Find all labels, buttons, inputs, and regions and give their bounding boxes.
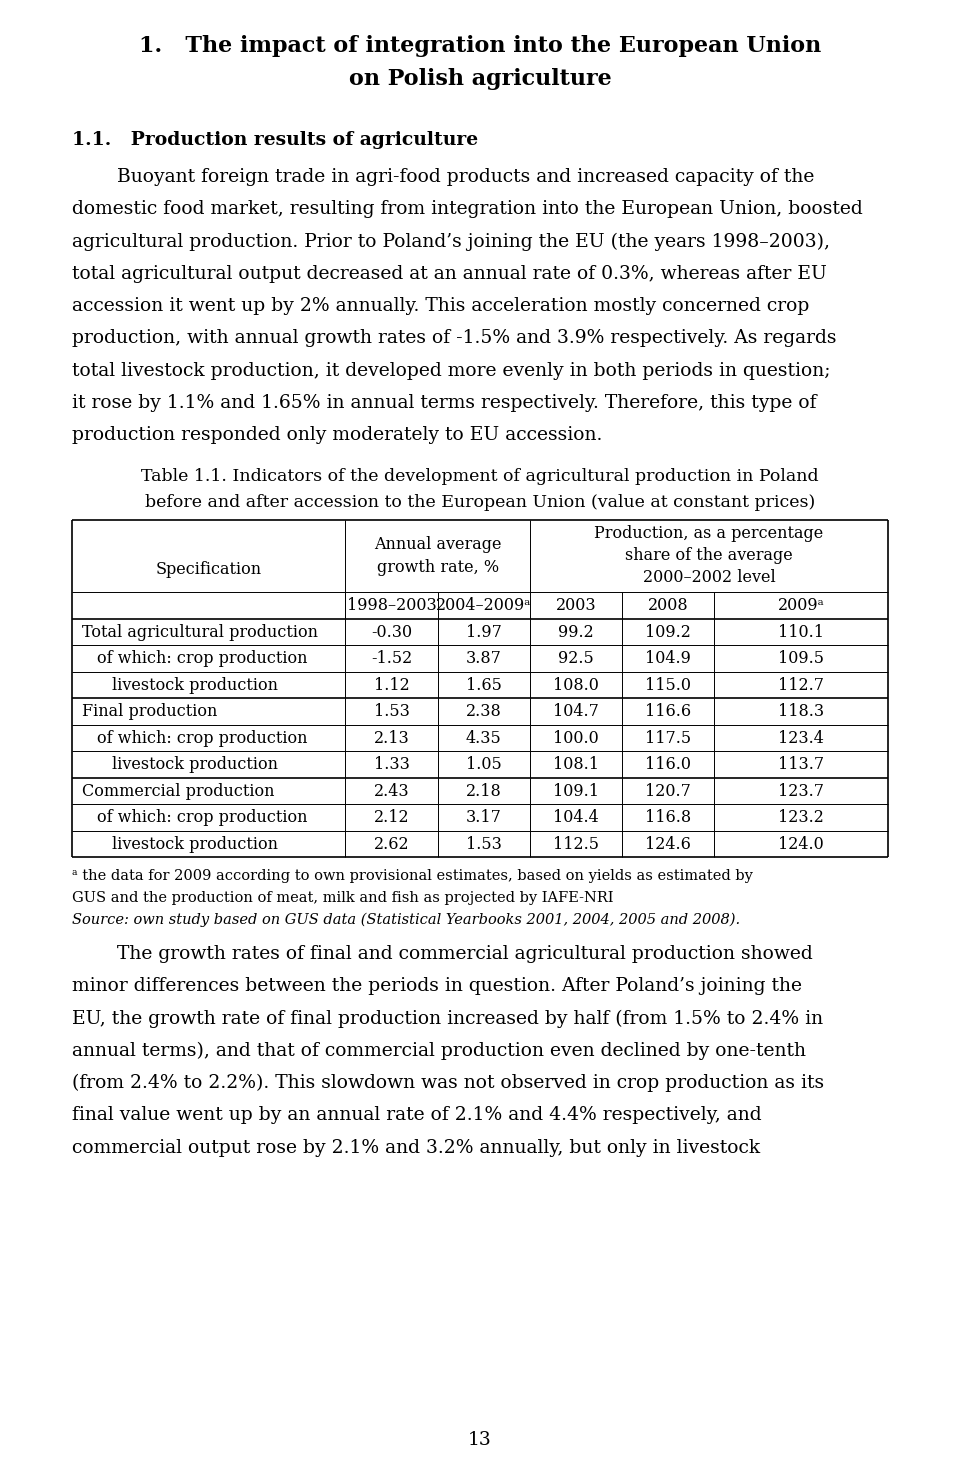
Text: (from 2.4% to 2.2%). This slowdown was not observed in crop production as its: (from 2.4% to 2.2%). This slowdown was n… [72,1074,824,1093]
Text: 2009ᵃ: 2009ᵃ [778,596,825,614]
Text: 108.1: 108.1 [553,756,599,774]
Text: 1.53: 1.53 [373,703,409,720]
Text: 2.62: 2.62 [373,836,409,852]
Text: 1.05: 1.05 [466,756,501,774]
Text: of which: crop production: of which: crop production [97,729,307,747]
Text: before and after accession to the European Union (value at constant prices): before and after accession to the Europe… [145,494,815,510]
Text: 2.18: 2.18 [466,782,501,800]
Text: 2008: 2008 [648,596,688,614]
Text: 1.33: 1.33 [373,756,409,774]
Text: 110.1: 110.1 [779,624,824,640]
Text: 3.87: 3.87 [466,649,502,667]
Text: 100.0: 100.0 [553,729,599,747]
Text: 120.7: 120.7 [645,782,691,800]
Text: 124.6: 124.6 [645,836,691,852]
Text: Production, as a percentage
share of the average
2000–2002 level: Production, as a percentage share of the… [594,525,824,587]
Text: 2004–2009ᵃ: 2004–2009ᵃ [436,596,531,614]
Text: 2.43: 2.43 [373,782,409,800]
Text: 118.3: 118.3 [778,703,824,720]
Text: 116.8: 116.8 [645,809,691,825]
Text: Buoyant foreign trade in agri-food products and increased capacity of the: Buoyant foreign trade in agri-food produ… [117,169,814,186]
Text: 109.5: 109.5 [779,649,824,667]
Text: 1.65: 1.65 [466,676,502,694]
Text: 116.0: 116.0 [645,756,691,774]
Text: 112.5: 112.5 [553,836,599,852]
Text: livestock production: livestock production [112,676,278,694]
Text: it rose by 1.1% and 1.65% in annual terms respectively. Therefore, this type of: it rose by 1.1% and 1.65% in annual term… [72,393,817,411]
Text: Commercial production: Commercial production [82,782,275,800]
Text: Final production: Final production [82,703,217,720]
Text: 115.0: 115.0 [645,676,691,694]
Text: 2.12: 2.12 [373,809,409,825]
Text: 1.97: 1.97 [466,624,502,640]
Text: production, with annual growth rates of -1.5% and 3.9% respectively. As regards: production, with annual growth rates of … [72,330,836,348]
Text: 104.7: 104.7 [553,703,599,720]
Text: ᵃ the data for 2009 according to own provisional estimates, based on yields as e: ᵃ the data for 2009 according to own pro… [72,870,753,883]
Text: 13: 13 [468,1432,492,1449]
Text: 2003: 2003 [556,596,596,614]
Text: -1.52: -1.52 [371,649,412,667]
Text: domestic food market, resulting from integration into the European Union, booste: domestic food market, resulting from int… [72,200,863,219]
Text: 109.2: 109.2 [645,624,691,640]
Text: 1998–2003: 1998–2003 [347,596,437,614]
Text: 1.1.   Production results of agriculture: 1.1. Production results of agriculture [72,130,478,148]
Text: minor differences between the periods in question. After Poland’s joining the: minor differences between the periods in… [72,978,802,995]
Text: accession it went up by 2% annually. This acceleration mostly concerned crop: accession it went up by 2% annually. Thi… [72,297,809,315]
Text: 1.53: 1.53 [466,836,502,852]
Text: production responded only moderately to EU accession.: production responded only moderately to … [72,426,602,444]
Text: 117.5: 117.5 [645,729,691,747]
Text: Annual average
growth rate, %: Annual average growth rate, % [373,535,501,575]
Text: Table 1.1. Indicators of the development of agricultural production in Poland: Table 1.1. Indicators of the development… [141,467,819,485]
Text: 3.17: 3.17 [466,809,502,825]
Text: 4.35: 4.35 [466,729,501,747]
Text: 104.4: 104.4 [553,809,599,825]
Text: Specification: Specification [156,561,262,578]
Text: Source: own study based on GUS data (Statistical Yearbooks 2001, 2004, 2005 and : Source: own study based on GUS data (Sta… [72,913,740,927]
Text: 1.12: 1.12 [373,676,409,694]
Text: annual terms), and that of commercial production even declined by one-tenth: annual terms), and that of commercial pr… [72,1041,806,1060]
Text: livestock production: livestock production [112,836,278,852]
Text: -0.30: -0.30 [371,624,412,640]
Text: EU, the growth rate of final production increased by half (from 1.5% to 2.4% in: EU, the growth rate of final production … [72,1010,823,1028]
Text: 1.   The impact of integration into the European Union: 1. The impact of integration into the Eu… [139,35,821,58]
Text: 109.1: 109.1 [553,782,599,800]
Text: total livestock production, it developed more evenly in both periods in question: total livestock production, it developed… [72,361,830,380]
Text: 99.2: 99.2 [558,624,593,640]
Text: total agricultural output decreased at an annual rate of 0.3%, whereas after EU: total agricultural output decreased at a… [72,265,827,282]
Text: GUS and the production of meat, milk and fish as projected by IAFE-NRI: GUS and the production of meat, milk and… [72,892,613,905]
Text: Total agricultural production: Total agricultural production [82,624,318,640]
Text: 112.7: 112.7 [779,676,824,694]
Text: 123.4: 123.4 [779,729,824,747]
Text: 124.0: 124.0 [779,836,824,852]
Text: agricultural production. Prior to Poland’s joining the EU (the years 1998–2003),: agricultural production. Prior to Poland… [72,232,830,251]
Text: 108.0: 108.0 [553,676,599,694]
Text: 2.13: 2.13 [373,729,409,747]
Text: 123.7: 123.7 [779,782,824,800]
Text: of which: crop production: of which: crop production [97,649,307,667]
Text: 113.7: 113.7 [778,756,824,774]
Text: on Polish agriculture: on Polish agriculture [348,68,612,90]
Text: 104.9: 104.9 [645,649,691,667]
Text: 92.5: 92.5 [558,649,593,667]
Text: 116.6: 116.6 [645,703,691,720]
Text: livestock production: livestock production [112,756,278,774]
Text: final value went up by an annual rate of 2.1% and 4.4% respectively, and: final value went up by an annual rate of… [72,1106,761,1124]
Text: 123.2: 123.2 [779,809,824,825]
Text: The growth rates of final and commercial agricultural production showed: The growth rates of final and commercial… [117,945,813,963]
Text: 2.38: 2.38 [466,703,501,720]
Text: of which: crop production: of which: crop production [97,809,307,825]
Text: commercial output rose by 2.1% and 3.2% annually, but only in livestock: commercial output rose by 2.1% and 3.2% … [72,1139,760,1157]
